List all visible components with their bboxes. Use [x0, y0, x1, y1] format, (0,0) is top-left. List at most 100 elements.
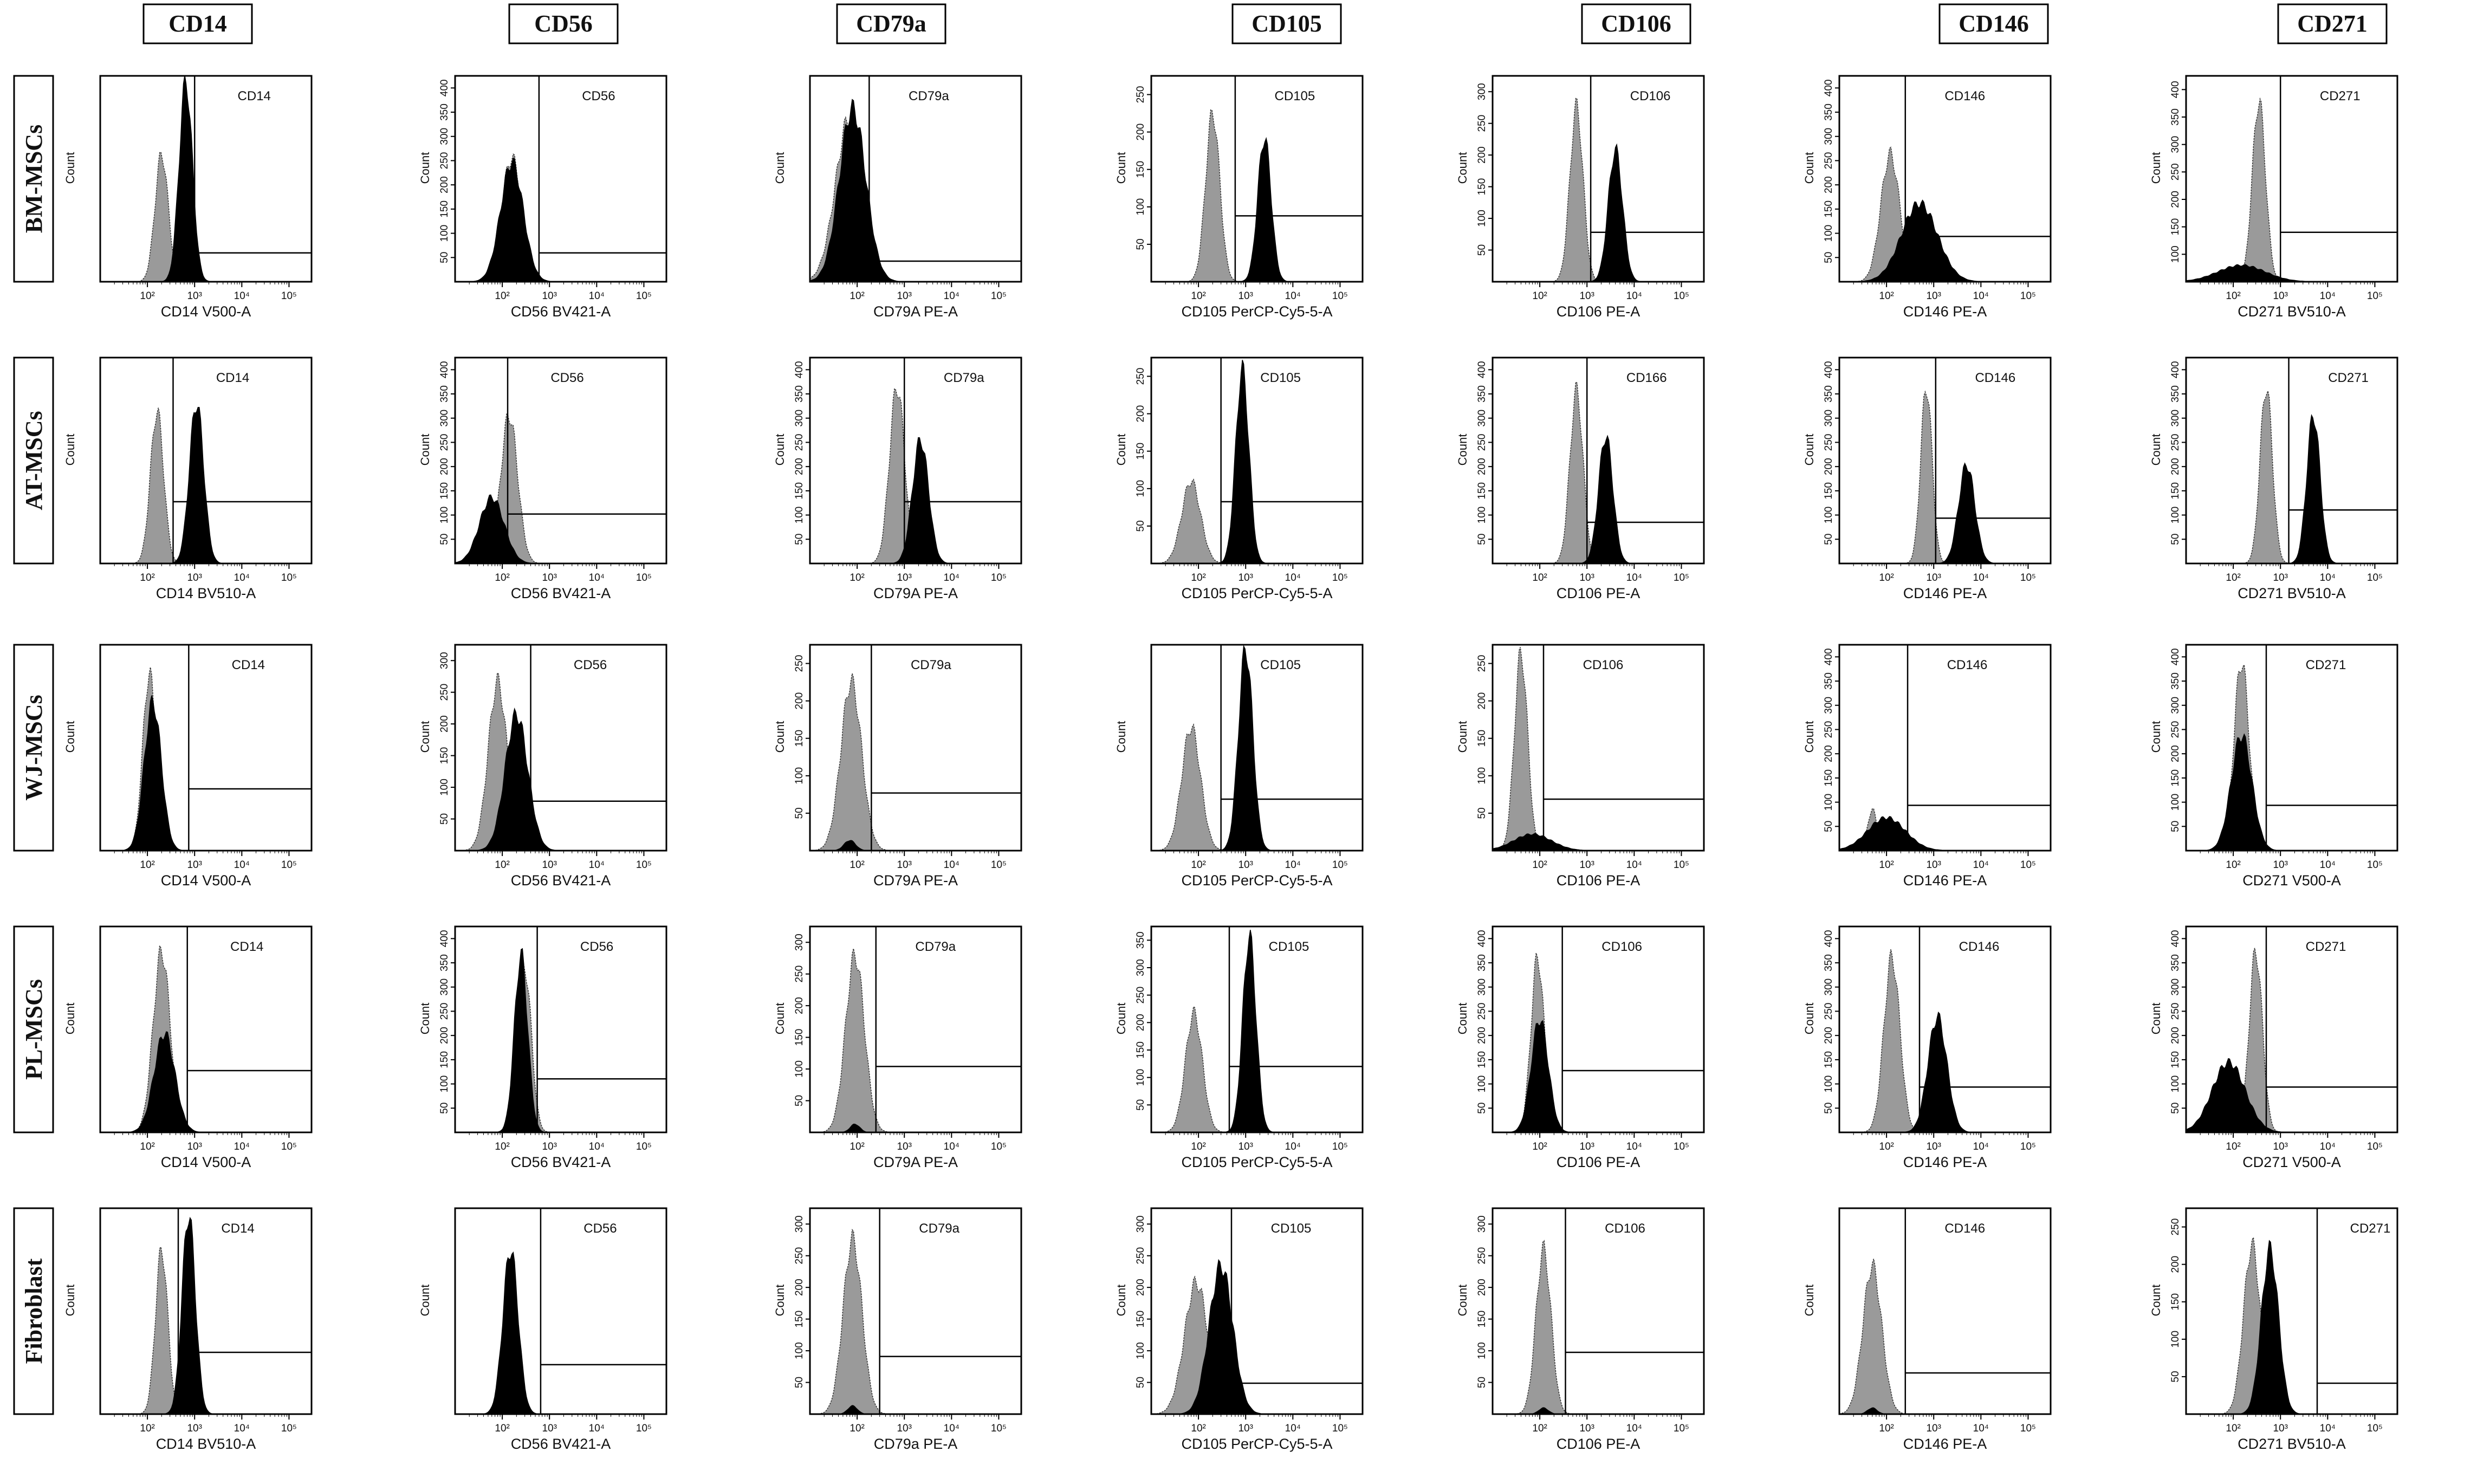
x-tick-label: 10² [140, 572, 154, 584]
histogram-plot-area [810, 1229, 1021, 1414]
x-tick-label: 10⁵ [636, 1423, 652, 1434]
y-tick-label: 250 [1135, 1247, 1146, 1265]
y-tick-label: 100 [1135, 1069, 1146, 1086]
y-tick-label: 300 [439, 128, 450, 145]
histogram-panel-bm-mscs-cd106: CD106 10² 10³ 10⁴ 10⁵ CD106 PE-A Count 50 100 150… [1456, 75, 1705, 320]
y-tick-label: 200 [439, 715, 450, 733]
x-tick-label: 10⁵ [281, 290, 297, 302]
x-tick-label: 10⁵ [1674, 290, 1689, 302]
x-tick-label: 10⁵ [1674, 859, 1689, 871]
y-tick-label: 100 [439, 507, 450, 524]
x-axis-label: CD106 PE-A [1557, 872, 1640, 889]
x-axis-label: CD56 BV421-A [511, 872, 611, 889]
x-tick-label: 10² [850, 1423, 864, 1434]
y-tick-label: 50 [439, 252, 450, 263]
y-tick-label: 250 [439, 1003, 450, 1020]
y-tick-label: 300 [794, 1215, 805, 1233]
x-tick-label: 10⁵ [2367, 1423, 2383, 1434]
histogram-panel-fibroblast-cd106: CD106 10² 10³ 10⁴ 10⁵ CD106 PE-A Count 50 100 150… [1456, 1207, 1705, 1452]
y-tick-label: 50 [1135, 520, 1146, 532]
histogram-panel-at-mscs-cd56: CD56 10² 10³ 10⁴ 10⁵ CD56 BV421-A Count 50 100 15… [418, 357, 667, 601]
x-tick-label: 10⁴ [1626, 290, 1642, 302]
x-axis-label: CD79a PE-A [874, 1436, 958, 1452]
x-axis-label: CD271 BV510-A [2238, 1436, 2346, 1452]
plot-frame [1838, 925, 2052, 1133]
y-tick-label: 50 [439, 813, 450, 825]
x-axis-label: CD14 BV510-A [156, 1436, 256, 1452]
gate-marker-label: CD14 [216, 371, 249, 385]
x-tick-label: 10⁴ [2320, 290, 2336, 302]
y-tick-label: 200 [1823, 458, 1834, 475]
y-tick-label: 150 [1823, 1051, 1834, 1068]
x-tick-label: 10⁴ [234, 859, 250, 871]
plot-frame [1150, 1207, 1364, 1415]
y-axis-label: Count [773, 1285, 787, 1317]
y-tick-label: 150 [1476, 178, 1488, 196]
column-header-cd105: CD105 [1231, 3, 1342, 44]
y-tick-label: 400 [2170, 649, 2181, 666]
x-tick-label: 10² [1191, 572, 1205, 584]
row-header-label: AT-MSCs [21, 411, 47, 510]
isotype-control-histogram [1839, 1259, 2051, 1414]
histogram-panel-wj-mscs-cd79a: CD79a 10² 10³ 10⁴ 10⁵ CD79A PE-A Count 50 100 150… [773, 644, 1022, 889]
x-tick-label: 10³ [187, 572, 202, 584]
x-tick-label: 10³ [897, 290, 911, 302]
y-tick-label: 150 [794, 1029, 805, 1046]
x-tick-label: 10³ [897, 859, 911, 871]
isotype-control-histogram [455, 153, 666, 282]
x-tick-label: 10⁵ [281, 1423, 297, 1434]
column-header-box [142, 3, 253, 44]
gate-marker-label: CD56 [580, 939, 613, 954]
y-tick-label: 150 [439, 200, 450, 218]
x-tick-label: 10⁴ [944, 1423, 959, 1434]
y-tick-label: 400 [1823, 930, 1834, 948]
row-header-bm-mscs: BM-MSCs [13, 75, 54, 283]
histogram-panel-bm-mscs-cd79a: CD79a 10² 10³ 10⁴ 10⁵ CD79A PE-A Count [773, 75, 1022, 320]
gate-marker-label: CD146 [1944, 1221, 1985, 1236]
y-axis-label: Count [1114, 1003, 1128, 1035]
y-tick-label: 150 [1476, 730, 1488, 747]
x-tick-label: 10⁵ [1332, 1141, 1348, 1152]
column-header-label: CD79a [856, 10, 926, 37]
y-axis-label: Count [63, 1285, 77, 1317]
y-tick-label: 100 [794, 767, 805, 785]
y-tick-label: 50 [1135, 1377, 1146, 1388]
x-tick-label: 10⁴ [2320, 1423, 2336, 1434]
isotype-control-histogram [2186, 97, 2397, 282]
gate-marker-label: CD271 [2306, 658, 2346, 672]
isotype-control-histogram [810, 673, 1021, 851]
x-tick-label: 10⁵ [991, 1423, 1007, 1434]
y-tick-label: 300 [1823, 128, 1834, 145]
y-tick-label: 250 [1135, 86, 1146, 103]
histogram-panel-at-mscs-cd14: CD14 10² 10³ 10⁴ 10⁵ CD14 BV510-A Count [63, 357, 313, 601]
isotype-control-histogram [455, 963, 666, 1132]
x-axis-label: CD105 PerCP-Cy5-5-A [1181, 303, 1332, 320]
y-tick-label: 200 [1476, 692, 1488, 710]
gate-marker-label: CD146 [1975, 371, 2015, 385]
stained-sample-histogram [1839, 462, 2051, 563]
y-tick-label: 50 [794, 1095, 805, 1106]
y-tick-label: 350 [2170, 672, 2181, 690]
x-axis-label: CD79A PE-A [873, 1154, 958, 1170]
row-header-label: Fibroblast [21, 1258, 47, 1364]
y-tick-label: 250 [1135, 987, 1146, 1004]
x-axis-label: CD14 V500-A [161, 872, 251, 889]
y-axis-label: Count [773, 721, 787, 753]
column-header-box [1581, 3, 1691, 44]
y-tick-label: 400 [2170, 81, 2181, 98]
y-tick-label: 150 [2170, 1293, 2181, 1311]
histogram-plot-area [100, 944, 312, 1132]
plot-frame [1492, 75, 1705, 283]
y-tick-label: 100 [2170, 507, 2181, 524]
y-axis-label: Count [2149, 434, 2163, 466]
y-axis-label: Count [1456, 1285, 1469, 1317]
stained-sample-histogram [810, 1405, 1021, 1414]
histogram-plot-area [100, 667, 312, 851]
x-tick-label: 10⁵ [2020, 1423, 2036, 1434]
stained-sample-histogram [1493, 143, 1704, 282]
x-tick-label: 10² [495, 290, 509, 302]
y-tick-label: 100 [1476, 767, 1488, 785]
y-tick-label: 100 [1476, 210, 1488, 227]
x-tick-label: 10⁵ [2020, 572, 2036, 584]
stained-sample-histogram [1493, 435, 1704, 563]
